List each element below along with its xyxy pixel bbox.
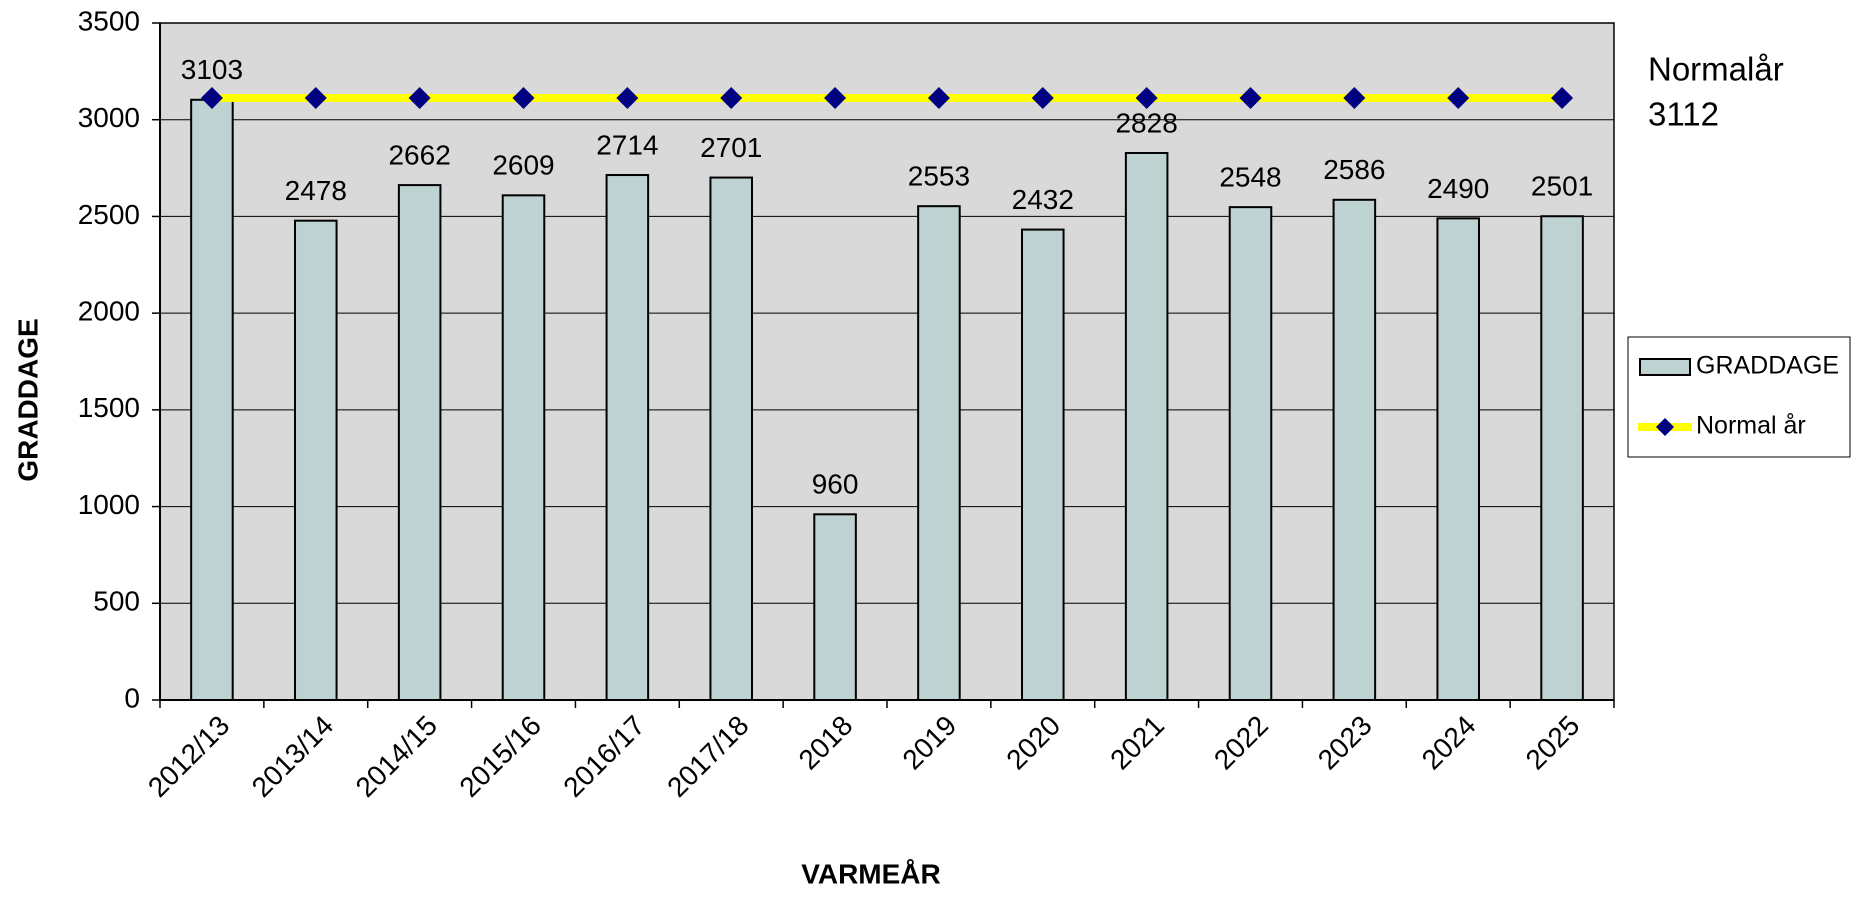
plot-area	[160, 23, 1614, 700]
x-tick-label: 2022	[1208, 710, 1274, 776]
marker	[408, 87, 431, 110]
marker	[927, 87, 950, 110]
marker	[1031, 87, 1054, 110]
data-label: 2432	[1012, 184, 1074, 215]
y-tick-label: 2000	[78, 296, 140, 327]
bar	[397, 184, 442, 701]
y-tick-label: 2500	[78, 199, 140, 230]
marker	[1343, 87, 1366, 110]
data-label: 2478	[285, 175, 347, 206]
bar	[1124, 151, 1169, 701]
data-label: 3103	[181, 54, 243, 85]
marker	[1239, 87, 1262, 110]
marker	[1551, 87, 1574, 110]
annotation: Normalår	[1648, 51, 1784, 88]
marker	[304, 87, 327, 110]
x-tick-label: 2016/17	[557, 710, 650, 803]
data-label: 2501	[1531, 171, 1593, 202]
y-tick-label: 1500	[78, 392, 140, 423]
x-tick-label: 2024	[1416, 710, 1482, 776]
marker	[1447, 87, 1470, 110]
data-label: 2701	[700, 132, 762, 163]
bar	[501, 194, 546, 702]
bar	[813, 513, 857, 702]
annotation: 3112	[1648, 96, 1719, 133]
x-tick-label: 2023	[1312, 710, 1378, 776]
data-label: 2662	[388, 139, 450, 170]
bar	[1436, 217, 1480, 701]
data-label: 2553	[908, 161, 970, 192]
y-axis-title: GRADDAGE	[12, 318, 43, 481]
bar	[1332, 198, 1377, 702]
bar	[1228, 206, 1273, 701]
marker	[200, 87, 223, 110]
bar	[917, 205, 961, 702]
marker	[720, 87, 743, 110]
x-tick-label: 2021	[1104, 710, 1170, 776]
data-label: 2828	[1115, 107, 1177, 138]
legend-marker	[1656, 418, 1674, 436]
x-tick-label: 2015/16	[453, 710, 546, 803]
x-tick-label: 2013/14	[246, 710, 339, 803]
y-tick-label: 0	[124, 682, 140, 713]
x-tick-label: 2012/13	[142, 710, 235, 803]
marker	[512, 87, 535, 110]
y-tick-label: 3000	[78, 102, 140, 133]
data-label: 2490	[1427, 173, 1489, 204]
x-axis-title: VARMEÅR	[801, 858, 940, 889]
y-tick-label: 3500	[78, 5, 140, 36]
marker	[1135, 87, 1158, 110]
x-tick-label: 2017/18	[661, 710, 754, 803]
bar	[190, 98, 234, 702]
bar	[605, 174, 650, 701]
y-tick-label: 1000	[78, 489, 140, 520]
x-tick-label: 2018	[793, 710, 859, 776]
bar	[709, 176, 753, 701]
bar	[1021, 228, 1065, 701]
marker	[824, 87, 847, 110]
data-label: 2586	[1323, 154, 1385, 185]
data-label: 2609	[492, 150, 554, 181]
bar	[294, 219, 338, 702]
x-tick-label: 2020	[1000, 710, 1066, 776]
x-tick-label: 2019	[896, 710, 962, 776]
data-label: 960	[812, 469, 859, 500]
marker	[616, 87, 639, 110]
data-label: 2548	[1219, 162, 1281, 193]
x-tick-label: 2025	[1520, 710, 1586, 776]
legend-box	[1627, 336, 1851, 458]
data-label: 2714	[596, 129, 658, 160]
plot-border	[159, 22, 1615, 701]
legend-label: Normal år	[1696, 412, 1806, 440]
legend-label: GRADDAGE	[1696, 352, 1839, 380]
legend-swatch	[1639, 358, 1691, 376]
bar	[1540, 215, 1584, 701]
x-tick-label: 2014/15	[350, 710, 443, 803]
y-tick-label: 500	[93, 586, 140, 617]
